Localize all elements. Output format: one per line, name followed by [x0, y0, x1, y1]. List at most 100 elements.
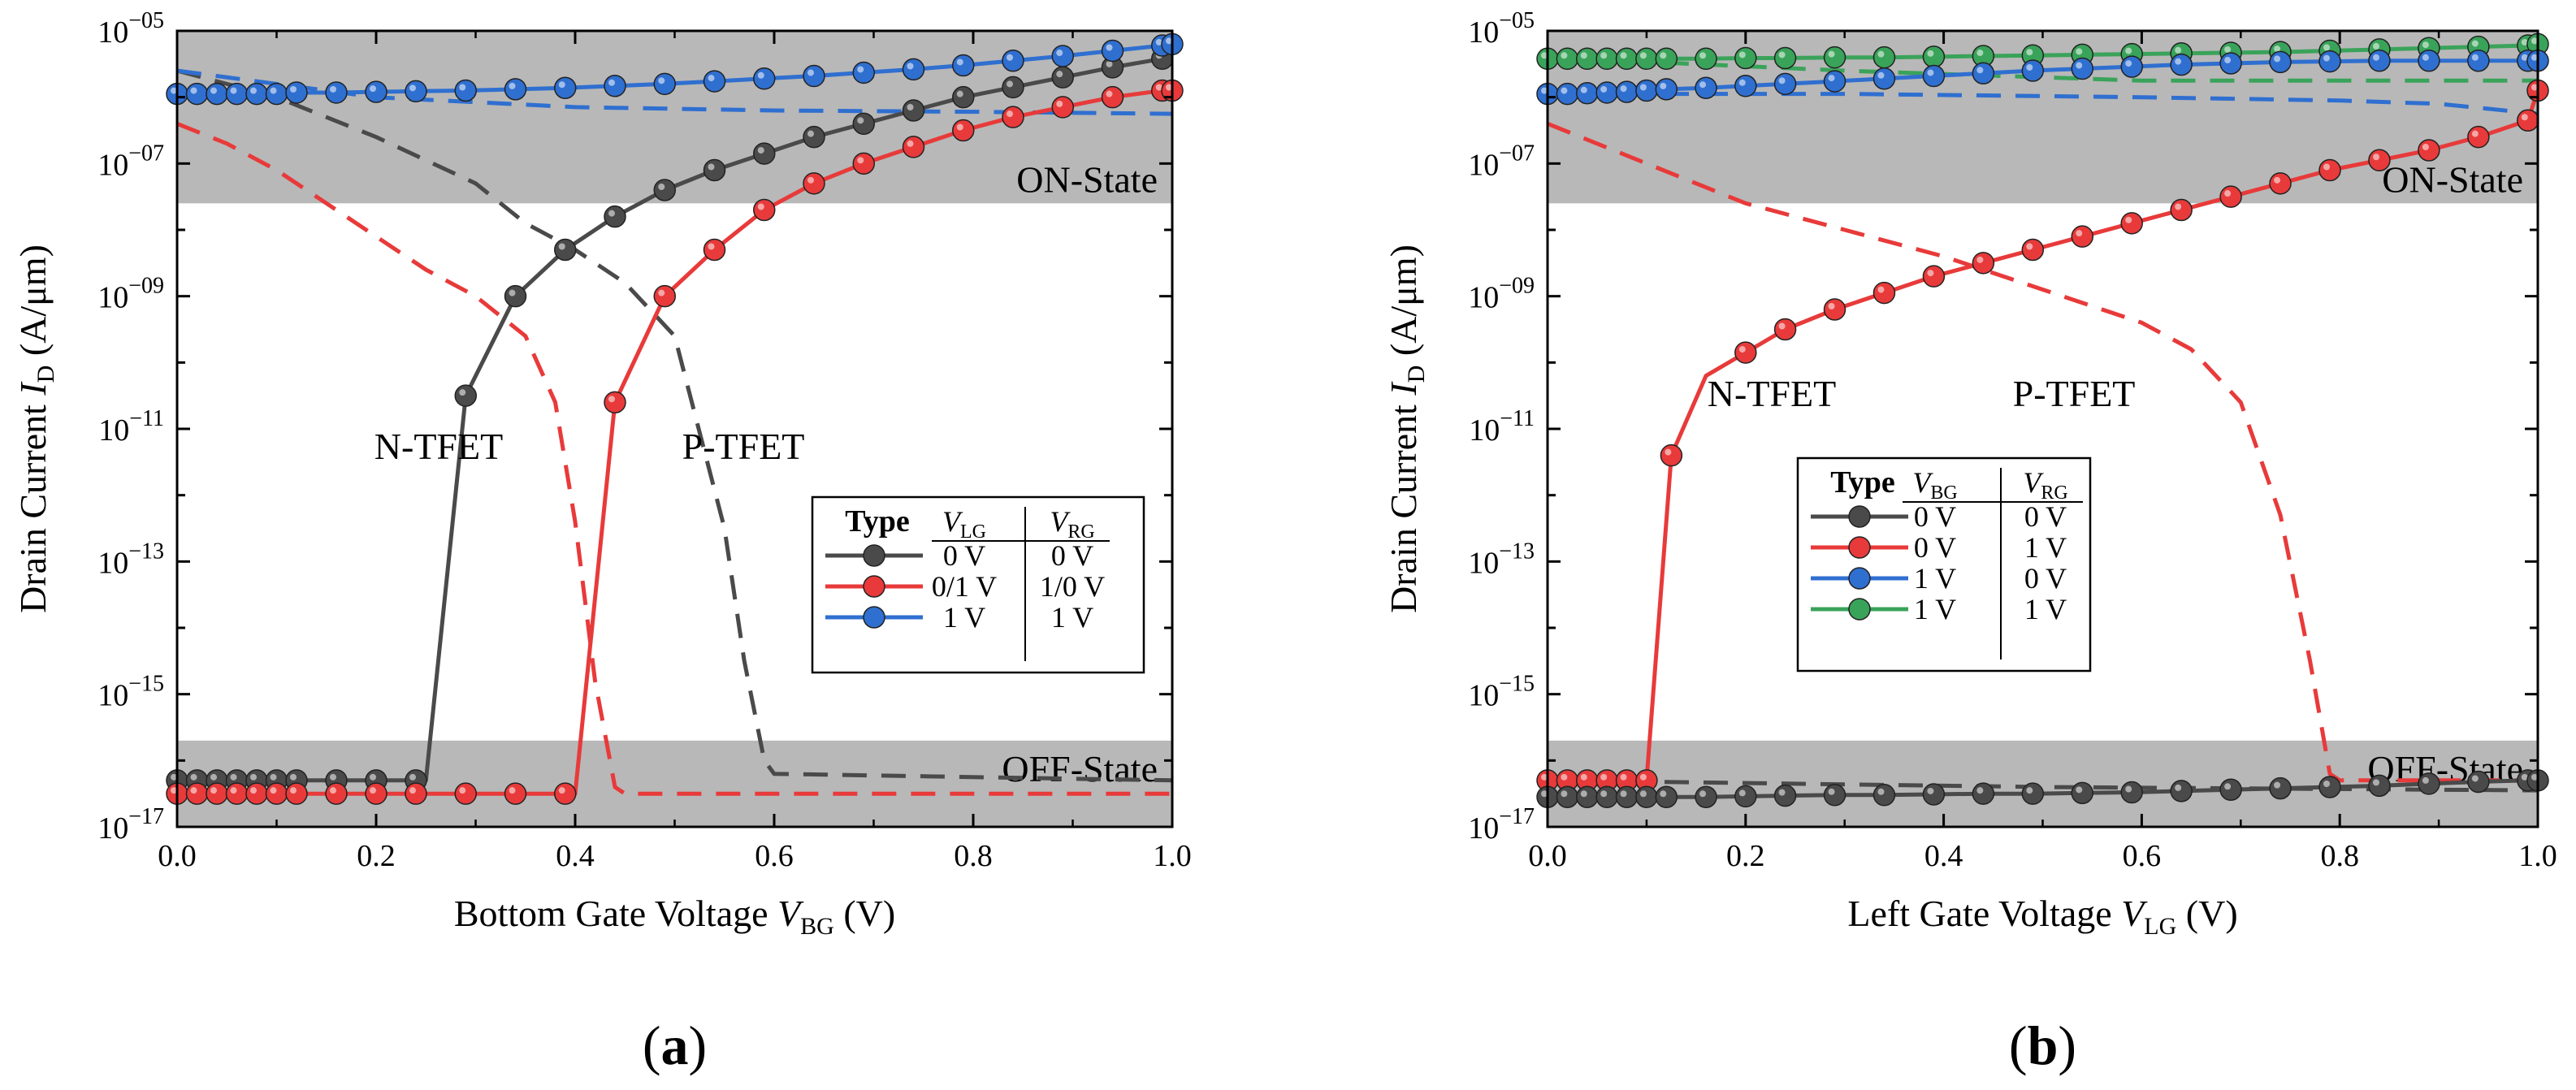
- data-point-highlight: [2274, 45, 2281, 53]
- data-point-red: [245, 782, 268, 805]
- data-point-highlight: [2175, 46, 2182, 54]
- data-point-red: [365, 782, 387, 805]
- data-point-highlight: [290, 773, 297, 781]
- data-point-blue: [325, 81, 348, 104]
- data-point-highlight: [1976, 256, 1984, 263]
- data-point-highlight: [1580, 773, 1587, 781]
- data-point-highlight: [2471, 54, 2479, 61]
- data-point-highlight: [171, 773, 177, 781]
- legend-row-col2: 1 V: [2024, 531, 2067, 564]
- data-point-black: [1734, 785, 1757, 808]
- data-point-highlight: [2026, 787, 2033, 794]
- data-point-red: [902, 136, 925, 158]
- legend-row-col2: 0 V: [1051, 539, 1093, 572]
- data-point-green: [1734, 46, 1757, 70]
- data-point-green: [1615, 47, 1639, 71]
- data-point-red: [2170, 198, 2193, 222]
- data-point-blue: [1823, 70, 1846, 93]
- data-point-highlight: [230, 87, 237, 94]
- data-point-black: [1773, 784, 1797, 807]
- data-point-highlight: [290, 787, 297, 794]
- data-point-black: [1002, 76, 1024, 99]
- data-point-green: [1655, 47, 1678, 71]
- data-point-green: [1823, 45, 1846, 69]
- data-point-highlight: [1541, 773, 1548, 781]
- data-point-blue: [1576, 82, 1599, 105]
- x-tick-label: 0.4: [1924, 839, 1963, 873]
- data-point-highlight: [1056, 100, 1063, 107]
- data-point-green: [1695, 47, 1717, 71]
- data-point-highlight: [956, 90, 963, 97]
- legend-row-col1: 1 V: [943, 601, 985, 634]
- data-point-highlight: [459, 389, 466, 396]
- data-point-highlight: [330, 85, 336, 93]
- data-point-highlight: [1580, 790, 1587, 798]
- data-point-black: [1922, 783, 1946, 806]
- data-point-green: [1556, 47, 1579, 71]
- y-tick-label: 10−17: [1468, 804, 1535, 846]
- data-point-highlight: [2026, 243, 2033, 250]
- data-point-highlight: [171, 87, 177, 94]
- data-point-black: [653, 179, 676, 201]
- data-point-highlight: [2471, 40, 2479, 47]
- data-point-highlight: [2521, 38, 2528, 45]
- data-point-red: [1823, 298, 1846, 321]
- data-point-red: [653, 284, 676, 308]
- data-point-highlight: [1738, 346, 1746, 353]
- data-point-highlight: [1699, 790, 1707, 798]
- data-point-highlight: [2521, 54, 2528, 61]
- data-point-highlight: [2323, 163, 2331, 171]
- data-point-highlight: [2372, 42, 2379, 50]
- annotation-n-tfet: N-TFET: [1708, 373, 1836, 414]
- x-tick-label: 0.6: [755, 839, 794, 873]
- data-point-highlight: [190, 87, 197, 94]
- data-point-blue: [2368, 50, 2391, 72]
- data-point-highlight: [2076, 48, 2083, 55]
- data-point-highlight: [708, 163, 715, 171]
- data-point-red: [206, 782, 228, 805]
- on-state-label: ON-State: [1016, 158, 1158, 200]
- y-tick-label: 10−05: [1468, 8, 1535, 50]
- data-point-highlight: [1828, 303, 1835, 309]
- data-point-highlight: [230, 787, 237, 794]
- data-point-highlight: [1600, 773, 1608, 781]
- data-point-black: [1655, 785, 1678, 808]
- data-point-highlight: [1056, 50, 1063, 57]
- legend-row-col1: 1 V: [1914, 593, 1956, 625]
- data-point-highlight: [2531, 37, 2538, 45]
- data-point-highlight: [2422, 54, 2429, 61]
- data-point-highlight: [1828, 50, 1835, 58]
- data-point-highlight: [2224, 57, 2232, 64]
- data-point-highlight: [807, 176, 814, 184]
- legend-row-col1: 0 V: [1914, 500, 1956, 533]
- data-point-highlight: [1541, 87, 1548, 94]
- data-point-highlight: [270, 787, 277, 794]
- data-point-highlight: [1738, 51, 1746, 58]
- legend-marker-black: [1848, 505, 1871, 528]
- annotation-p-tfet: P-TFET: [682, 426, 805, 467]
- data-point-highlight: [1738, 789, 1746, 797]
- data-point-black: [2021, 782, 2045, 805]
- data-point-highlight: [1828, 788, 1835, 795]
- data-point-highlight: [1056, 71, 1063, 78]
- data-point-highlight: [2076, 786, 2083, 794]
- data-point-red: [1051, 96, 1074, 119]
- data-point-highlight: [658, 77, 665, 84]
- data-point-red: [1660, 443, 1683, 467]
- data-point-highlight: [1639, 52, 1647, 59]
- data-point-highlight: [2125, 216, 2132, 223]
- data-point-black: [1695, 785, 1717, 808]
- data-point-highlight: [1778, 51, 1786, 58]
- data-point-red: [2021, 238, 2045, 262]
- data-point-highlight: [1976, 67, 1984, 74]
- data-point-red: [405, 782, 427, 805]
- data-point-blue: [2467, 50, 2490, 72]
- data-point-highlight: [409, 773, 416, 781]
- data-point-highlight: [1106, 90, 1113, 97]
- data-point-highlight: [2372, 779, 2379, 786]
- data-point-red: [1101, 85, 1124, 109]
- data-point-blue: [1002, 50, 1024, 72]
- data-point-blue: [2071, 57, 2094, 80]
- legend-col1-header: VLG: [942, 505, 986, 543]
- data-point-highlight: [857, 66, 864, 73]
